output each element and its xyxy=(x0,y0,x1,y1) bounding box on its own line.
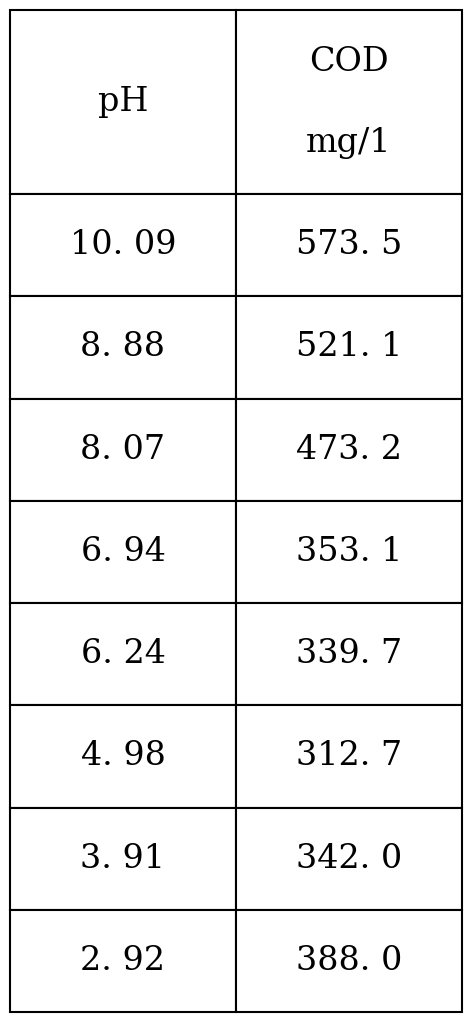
Bar xyxy=(236,10,462,194)
Text: 473. 2: 473. 2 xyxy=(296,433,402,466)
Text: 388. 0: 388. 0 xyxy=(296,945,402,977)
Bar xyxy=(236,807,462,910)
Bar xyxy=(10,603,236,705)
Text: 312. 7: 312. 7 xyxy=(296,740,402,773)
Text: mg/1: mg/1 xyxy=(306,127,392,158)
Bar xyxy=(236,296,462,399)
Text: pH: pH xyxy=(98,86,148,118)
Text: 10. 09: 10. 09 xyxy=(70,229,176,262)
Bar xyxy=(236,501,462,603)
Bar xyxy=(236,399,462,501)
Bar xyxy=(236,910,462,1012)
Bar xyxy=(236,603,462,705)
Text: 6. 24: 6. 24 xyxy=(81,638,166,670)
Bar xyxy=(10,194,236,296)
Bar xyxy=(10,10,236,194)
Bar xyxy=(10,501,236,603)
Text: COD: COD xyxy=(309,46,389,78)
Bar xyxy=(10,807,236,910)
Bar xyxy=(10,705,236,807)
Bar xyxy=(236,705,462,807)
Text: 339. 7: 339. 7 xyxy=(296,638,402,670)
Text: 4. 98: 4. 98 xyxy=(81,740,166,773)
Text: 8. 88: 8. 88 xyxy=(81,331,166,364)
Bar xyxy=(10,910,236,1012)
Text: 8. 07: 8. 07 xyxy=(81,433,166,466)
Bar xyxy=(10,399,236,501)
Bar xyxy=(10,296,236,399)
Bar xyxy=(236,194,462,296)
Text: 353. 1: 353. 1 xyxy=(296,536,402,568)
Text: 6. 94: 6. 94 xyxy=(81,536,166,568)
Text: 2. 92: 2. 92 xyxy=(81,945,166,977)
Text: 573. 5: 573. 5 xyxy=(296,229,402,262)
Text: 3. 91: 3. 91 xyxy=(81,842,166,875)
Text: 342. 0: 342. 0 xyxy=(296,842,402,875)
Text: 521. 1: 521. 1 xyxy=(296,331,402,364)
